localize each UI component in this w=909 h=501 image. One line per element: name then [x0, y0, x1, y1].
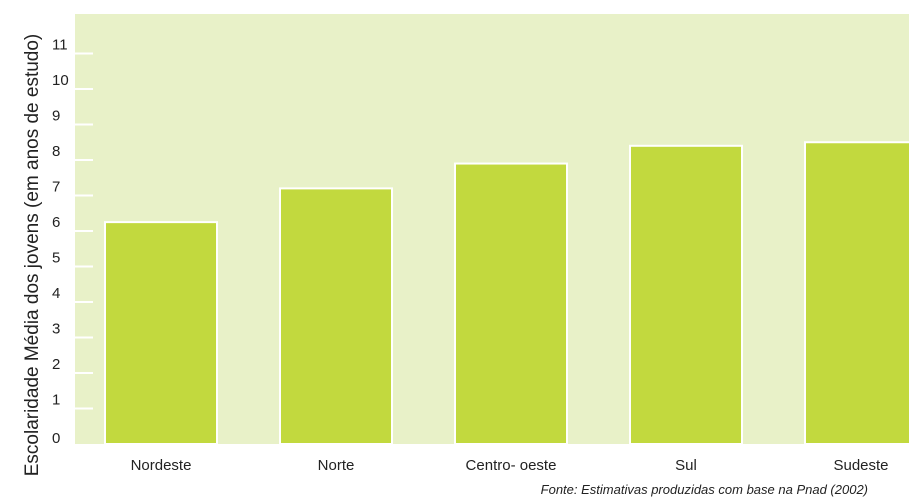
x-category-label: Nordeste [131, 457, 192, 474]
y-tick-label: 3 [52, 321, 60, 338]
x-category-label: Centro- oeste [466, 457, 557, 474]
y-tick-label: 11 [52, 37, 68, 54]
bar-sul [629, 144, 743, 446]
y-tick-label: 2 [52, 356, 60, 373]
y-tick-label: 7 [52, 179, 60, 196]
bar-nordeste [104, 221, 218, 445]
y-tick-label: 6 [52, 214, 60, 231]
bar-norte [279, 187, 393, 445]
y-tick-label: 1 [52, 392, 60, 409]
bars [104, 141, 909, 446]
y-axis-ticks: 0 1 2 3 4 5 6 7 8 9 10 11 [52, 37, 93, 447]
y-tick-label: 8 [52, 143, 60, 160]
x-category-label: Sudeste [833, 457, 888, 474]
x-axis-labels: Nordeste Norte Centro- oeste Sul Sudeste [131, 457, 889, 474]
x-category-label: Sul [675, 457, 697, 474]
source-note: Fonte: Estimativas produzidas com base n… [541, 482, 868, 497]
bar-sudeste [804, 141, 909, 445]
x-category-label: Norte [318, 457, 355, 474]
y-axis-title: Escolaridade Média dos jovens (em anos d… [22, 34, 43, 477]
y-tick-label: 0 [52, 430, 60, 447]
bar-centro-oeste [454, 162, 568, 446]
y-tick-label: 10 [52, 72, 69, 89]
y-tick-label: 9 [52, 108, 60, 125]
y-tick-label: 5 [52, 250, 60, 267]
y-tick-label: 4 [52, 285, 60, 302]
